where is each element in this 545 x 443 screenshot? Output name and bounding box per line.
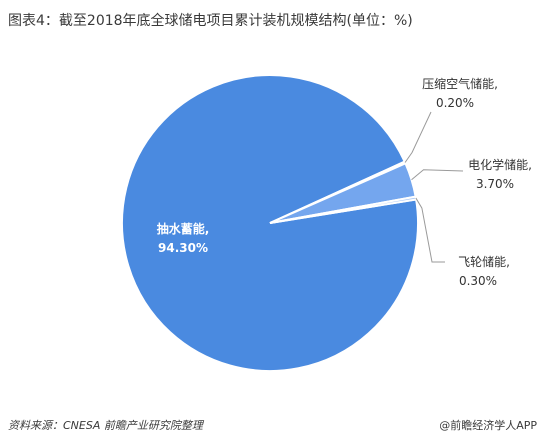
source-note: 资料来源：CNESA 前瞻产业研究院整理 <box>8 419 203 432</box>
slice-labels: 抽水蓄能, 94.30% 压缩空气储能, 0.20% 电化学储能, 3.70% 飞轮储能, 0… <box>157 76 532 288</box>
label-pumped-hydro-name: 抽水蓄能, <box>157 221 210 236</box>
label-flywheel-value: 0.30% <box>459 274 497 288</box>
leader-flywheel <box>415 197 445 263</box>
label-flywheel-name: 飞轮储能, <box>458 254 510 269</box>
pie-slices <box>121 74 419 372</box>
chart-title: 图表4：截至2018年底全球储电项目累计装机规模结构(单位：%) <box>8 13 413 29</box>
label-compressed-air-value: 0.20% <box>436 96 474 110</box>
label-electrochemical-name: 电化学储能, <box>468 157 532 172</box>
brand-credit: @前瞻经济学人APP <box>439 419 537 432</box>
label-compressed-air-name: 压缩空气储能, <box>422 76 498 91</box>
leader-lines <box>404 111 464 263</box>
label-electrochemical-value: 3.70% <box>476 177 514 191</box>
leader-compressed-air <box>404 111 432 163</box>
leader-electrochemical <box>411 169 464 181</box>
label-pumped-hydro-value: 94.30% <box>158 241 208 255</box>
